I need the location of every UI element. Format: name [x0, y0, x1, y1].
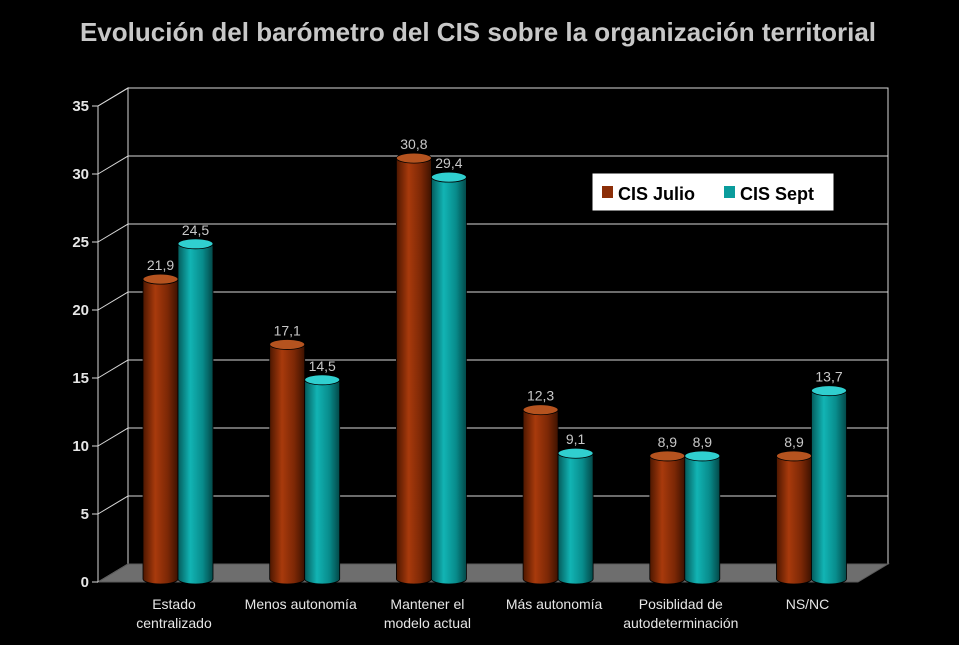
- bars: [142, 152, 847, 585]
- gridline: [97, 223, 888, 243]
- y-tick-label: 25: [72, 234, 89, 251]
- gridline: [97, 495, 888, 515]
- bar-cis-julio-1: [269, 344, 306, 585]
- bar-cap-cis-julio-4: [649, 450, 686, 462]
- bar-cis-sept-5: [811, 390, 847, 585]
- bar-cis-sept-4: [684, 455, 721, 585]
- data-label-cis-julio-1: 17,1: [274, 322, 301, 338]
- bar-cis-sept-2: [431, 176, 467, 585]
- plot-area: [96, 87, 890, 583]
- bar-cap-cis-sept-5: [811, 385, 847, 397]
- y-tick-label: 10: [72, 438, 89, 455]
- bar-cap-cis-sept-2: [430, 171, 467, 183]
- gridline: [97, 291, 888, 311]
- data-label-cis-sept-0: 24,5: [182, 222, 209, 238]
- gridline: [97, 155, 888, 175]
- bar-cap-cis-julio-0: [142, 273, 179, 285]
- side-wall: [97, 87, 129, 583]
- bar-cap-cis-sept-1: [304, 374, 341, 386]
- data-labels: 21,9 24,5 17,1 14,5 30,8 29,4 12,3 9,1 8,9 8,9 8,9…: [147, 136, 843, 450]
- y-tick-label: 30: [72, 166, 89, 183]
- y-tick-label: 5: [81, 506, 89, 523]
- chart-title: Evolución del barómetro del CIS sobre la…: [80, 17, 876, 47]
- bar-cis-sept-3: [557, 452, 594, 585]
- bar-cap-cis-sept-0: [177, 238, 214, 250]
- bar-cis-julio-2: [396, 157, 432, 585]
- legend-label-cis-julio: CIS Julio: [618, 184, 695, 204]
- bar-cis-julio-4: [649, 455, 686, 585]
- back-wall: [127, 87, 889, 565]
- legend-swatch-cis-sept: [724, 186, 735, 198]
- bar-cap-cis-sept-3: [557, 447, 594, 459]
- y-tick-label: 0: [81, 574, 89, 591]
- category-label: Estado centralizado: [136, 596, 212, 631]
- legend-swatch-cis-julio: [602, 186, 613, 198]
- gridline: [97, 87, 888, 107]
- bar-cis-sept-1: [304, 379, 341, 585]
- data-label-cis-julio-2: 30,8: [400, 136, 427, 152]
- x-axis-categories: Estado centralizado Menos autonomía Mantene…: [136, 596, 829, 631]
- legend-label-cis-sept: CIS Sept: [740, 184, 814, 204]
- bar-cis-julio-0: [142, 278, 179, 585]
- legend-box: [591, 172, 835, 212]
- bar-cap-cis-julio-1: [269, 339, 306, 350]
- category-label: Más autonomía: [506, 596, 603, 612]
- y-tick-label: 20: [72, 302, 89, 319]
- legend: CIS Julio CIS Sept: [591, 172, 835, 212]
- data-label-cis-sept-4: 8,9: [693, 434, 713, 450]
- bar-cap-cis-sept-4: [684, 450, 721, 462]
- gridline: [97, 359, 888, 379]
- gridline: [97, 427, 888, 447]
- data-label-cis-julio-5: 8,9: [784, 434, 804, 450]
- data-label-cis-sept-5: 13,7: [815, 369, 842, 385]
- bar-cap-cis-julio-5: [776, 450, 812, 462]
- category-label: Menos autonomía: [245, 596, 357, 612]
- bar-cap-cis-julio-2: [395, 152, 432, 164]
- bar-cis-julio-3: [522, 409, 559, 585]
- gridlines: [97, 87, 888, 515]
- bar-cis-sept-0: [177, 243, 214, 585]
- category-label: Mantener el modelo actual: [384, 596, 471, 631]
- category-label: NS/NC: [786, 596, 830, 612]
- floor: [96, 563, 890, 583]
- data-label-cis-julio-0: 21,9: [147, 257, 174, 273]
- data-label-cis-sept-3: 9,1: [566, 431, 586, 447]
- y-tick-label: 15: [72, 370, 89, 387]
- data-label-cis-sept-1: 14,5: [309, 358, 336, 374]
- bar-cap-cis-julio-3: [522, 404, 559, 416]
- bar-cis-julio-5: [776, 455, 812, 585]
- data-label-cis-julio-4: 8,9: [658, 434, 678, 450]
- y-axis: 0 5 10 15 20 25 30 35: [72, 98, 99, 591]
- category-label: Posiblidad de autodeterminación: [623, 596, 738, 631]
- y-tick-label: 35: [72, 98, 89, 115]
- data-label-cis-sept-2: 29,4: [435, 155, 462, 171]
- data-label-cis-julio-3: 12,3: [527, 388, 554, 404]
